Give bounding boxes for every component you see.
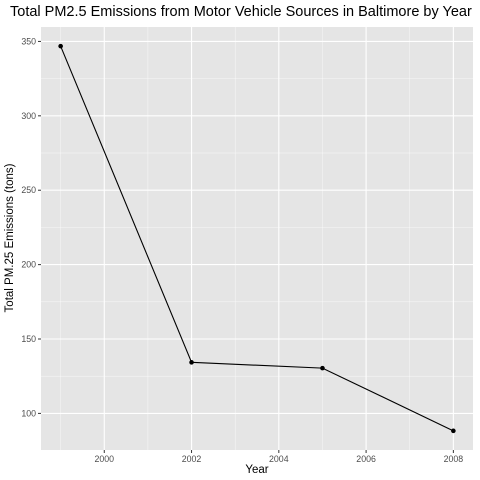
x-tick-label: 2008 bbox=[444, 454, 464, 464]
x-tick-label: 2004 bbox=[269, 454, 289, 464]
series-group bbox=[58, 43, 456, 434]
x-axis-title: Year bbox=[245, 464, 268, 476]
data-point bbox=[320, 365, 325, 371]
y-axis-title: Total PM.25 Emissions (tons) bbox=[4, 163, 16, 312]
y-tick-label: 250 bbox=[21, 185, 36, 195]
grid-major bbox=[41, 27, 473, 450]
y-tick-label: 300 bbox=[21, 111, 36, 121]
x-tick-label: 2006 bbox=[356, 454, 376, 464]
data-point bbox=[58, 43, 63, 49]
data-point bbox=[189, 360, 194, 365]
y-tick-label: 200 bbox=[21, 260, 36, 270]
y-axis: 100 150 200 250 300 350 bbox=[21, 36, 41, 418]
y-tick-label: 350 bbox=[21, 36, 36, 46]
plot-panel bbox=[41, 27, 473, 450]
series-line bbox=[60, 45, 454, 432]
data-point bbox=[451, 428, 456, 434]
y-tick-label: 100 bbox=[21, 408, 36, 418]
grid-minor bbox=[41, 27, 473, 450]
x-tick-label: 2000 bbox=[94, 454, 114, 464]
chart-title: Total PM2.5 Emissions from Motor Vehicle… bbox=[10, 4, 472, 20]
x-axis: 2000 2002 2004 2006 2008 bbox=[94, 450, 463, 464]
y-tick-label: 150 bbox=[21, 334, 36, 344]
x-tick-label: 2002 bbox=[182, 454, 202, 464]
